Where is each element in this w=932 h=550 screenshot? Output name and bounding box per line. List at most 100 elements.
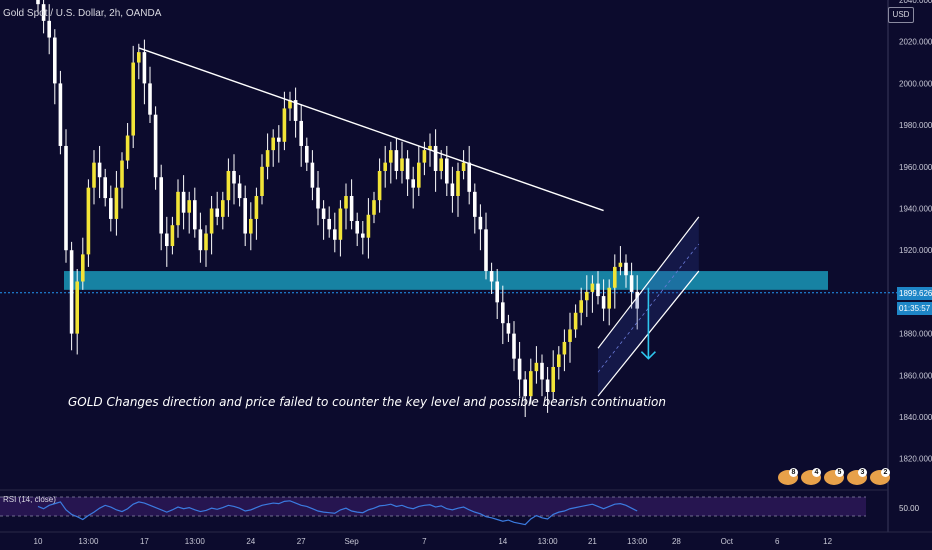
candle-body (198, 229, 203, 251)
candle-body (86, 187, 91, 255)
candle-body (456, 170, 460, 196)
candle-body (36, 0, 40, 5)
last-price-tag: 1899.626 (897, 287, 932, 300)
candle-body (349, 196, 354, 222)
candle-body (607, 287, 611, 309)
candle-body (439, 158, 443, 171)
candle-body (389, 150, 393, 163)
candle-body (97, 162, 102, 178)
candle-body (338, 208, 343, 240)
candle-body (422, 150, 427, 163)
y-tick-label: 1880.000 (899, 330, 932, 339)
event-badge[interactable]: 4 (801, 468, 821, 485)
candle-body (271, 137, 275, 151)
candle-body (316, 187, 320, 209)
candle-body (47, 20, 51, 38)
candle-body (288, 100, 292, 109)
candle-body (153, 114, 158, 178)
x-tick-label: 13:00 (78, 537, 99, 546)
descending-trendline (138, 47, 604, 212)
candle-body (209, 208, 214, 234)
candle-body (450, 183, 455, 196)
candle-body (394, 150, 399, 171)
y-tick-label: 1860.000 (899, 371, 932, 380)
x-tick-label: Sep (344, 537, 359, 546)
currency-button[interactable]: USD (888, 7, 914, 23)
candle-body (159, 177, 163, 234)
candle-body (58, 83, 63, 146)
candle-body (568, 329, 572, 342)
candle-body (148, 83, 152, 115)
candle-body (405, 158, 410, 180)
candle-body (545, 379, 550, 392)
candle-body (254, 196, 259, 219)
candle-body (142, 52, 147, 84)
candle-body (69, 250, 74, 334)
y-tick-label: 2040.000 (899, 0, 932, 5)
rsi-value-tag: 50.00 (899, 504, 920, 513)
candle-body (170, 225, 175, 247)
x-tick-label: 27 (297, 537, 306, 546)
candle-body (53, 37, 57, 84)
x-tick-label: 14 (498, 537, 507, 546)
candle-body (131, 62, 135, 136)
candle-body (529, 371, 533, 397)
candle-body (383, 162, 387, 171)
x-tick-label: 12 (823, 537, 832, 546)
candle-body (165, 233, 169, 247)
candle-body (585, 291, 589, 301)
y-tick-label: 1820.000 (899, 455, 932, 464)
event-badge[interactable]: 5 (824, 468, 844, 485)
candle-body (305, 145, 309, 163)
candle-body (428, 145, 432, 151)
rsi-label: RSI (14, close) (3, 495, 56, 504)
candle-body (512, 333, 516, 359)
candle-body (282, 108, 287, 142)
x-tick-label: 13:00 (538, 537, 559, 546)
candle-body (361, 233, 365, 238)
event-badge[interactable]: 2 (870, 468, 890, 485)
x-tick-label: 13:00 (627, 537, 648, 546)
candle-body (249, 218, 253, 234)
candle-body (400, 158, 404, 171)
candle-body (445, 158, 449, 184)
candle-body (411, 179, 415, 188)
candle-body (181, 191, 186, 213)
candle-body (534, 362, 539, 372)
candle-body (478, 216, 483, 230)
candle-body (495, 281, 499, 303)
event-badge[interactable]: 8 (778, 468, 798, 485)
candle-body (333, 229, 337, 240)
candle-body (601, 296, 606, 309)
candle-body (114, 187, 119, 219)
y-tick-label: 2000.000 (899, 79, 932, 88)
candle-body (344, 196, 348, 209)
x-tick-label: 24 (246, 537, 255, 546)
event-badge[interactable]: 3 (847, 468, 867, 485)
x-tick-label: 17 (140, 537, 149, 546)
candle-body (596, 283, 600, 297)
candle-body (461, 162, 466, 171)
candle-body (590, 283, 595, 292)
candle-body (377, 170, 382, 201)
y-tick-label: 1980.000 (899, 121, 932, 130)
chart-annotation: GOLD Changes direction and price failed … (68, 395, 667, 409)
channel-upper-line (597, 216, 700, 349)
candle-body (473, 191, 477, 217)
candle-body (232, 170, 236, 184)
candle-body (366, 214, 371, 238)
candle-body (204, 233, 208, 251)
candle-body (372, 200, 376, 215)
candle-body (221, 200, 225, 217)
candle-body (551, 366, 555, 392)
candle-body (613, 266, 617, 288)
candle-body (92, 162, 96, 188)
candle-body (120, 160, 124, 188)
candle-body (579, 300, 583, 313)
bearish-arrow-head (640, 351, 656, 360)
candle-body (417, 162, 421, 188)
candle-body (310, 162, 315, 188)
candle-body (355, 221, 359, 234)
x-tick-label: 13:00 (185, 537, 206, 546)
